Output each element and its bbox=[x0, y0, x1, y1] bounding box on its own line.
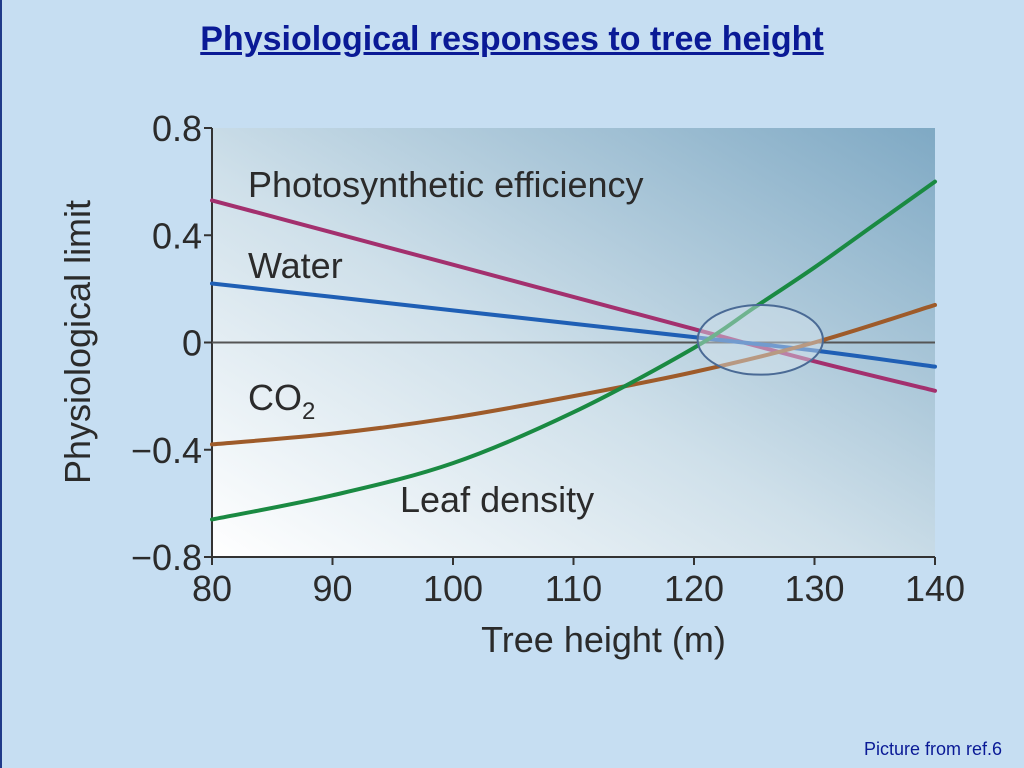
series-line-leaf-density bbox=[210, 179, 937, 522]
series-line-co2 bbox=[210, 302, 937, 447]
x-tick-label: 120 bbox=[664, 568, 724, 609]
series-label-leaf-density: Leaf density bbox=[400, 479, 594, 520]
y-tick-label: 0 bbox=[182, 323, 202, 364]
series-label-co2: CO2 bbox=[248, 377, 315, 425]
x-tick-label: 130 bbox=[784, 568, 844, 609]
intersection-highlight-ellipse bbox=[696, 303, 824, 376]
line-chart: 80 90 100 110 120 130 140 0.8 0.4 0 −0.4 −0.8 Photo… bbox=[57, 108, 965, 660]
slide-left-edge bbox=[0, 0, 2, 768]
picture-caption: Picture from ref.6 bbox=[863, 739, 1002, 759]
series-line-photosynthetic-efficiency bbox=[210, 198, 937, 393]
y-tick-label: 0.4 bbox=[152, 215, 202, 256]
x-tick-label: 110 bbox=[545, 568, 602, 609]
x-tick-label: 140 bbox=[905, 568, 965, 609]
slide-title: Physiological responses to tree height bbox=[200, 20, 824, 58]
y-tick-label: −0.8 bbox=[131, 537, 202, 578]
x-tick-label: 100 bbox=[423, 568, 483, 609]
series-label-photosynthetic-efficiency: Photosynthetic efficiency bbox=[248, 164, 644, 205]
series-label-water: Water bbox=[248, 245, 343, 286]
series-line-water bbox=[210, 281, 937, 369]
y-tick-label: −0.4 bbox=[131, 430, 202, 471]
chart-figure: 80 90 100 110 120 130 140 0.8 0.4 0 −0.4 −0.8 Photo… bbox=[40, 100, 980, 680]
x-axis-label: Tree height (m) bbox=[481, 619, 726, 660]
y-tick-label: 0.8 bbox=[152, 108, 202, 149]
x-tick-label: 90 bbox=[312, 568, 352, 609]
y-axis-label: Physiological limit bbox=[57, 200, 98, 484]
x-tick-label: 80 bbox=[192, 568, 232, 609]
